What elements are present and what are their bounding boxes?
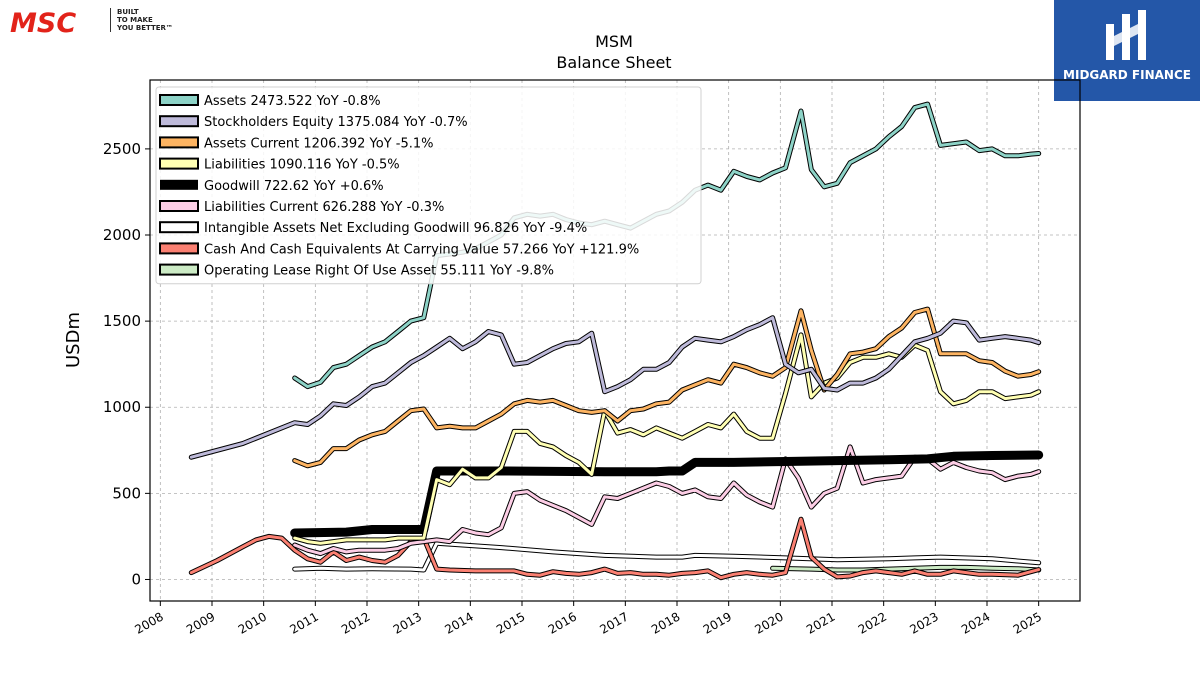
legend-entry: Assets Current 1206.392 YoY -5.1%	[159, 136, 434, 151]
legend-swatch	[159, 200, 199, 212]
legend-entry: Stockholders Equity 1375.084 YoY -0.7%	[159, 115, 468, 130]
x-tick-label: 2018	[649, 609, 682, 636]
x-tick-label: 2008	[132, 609, 165, 636]
legend-entry: Assets 2473.522 YoY -0.8%	[159, 94, 381, 109]
legend-entry: Intangible Assets Net Excluding Goodwill…	[159, 221, 587, 236]
legend-label: Operating Lease Right Of Use Asset 55.11…	[204, 264, 554, 279]
y-tick-label: 0	[131, 570, 141, 588]
chart-subtitle: Balance Sheet	[556, 53, 671, 72]
legend-entry: Cash And Cash Equivalents At Carrying Va…	[159, 242, 639, 257]
legend-swatch	[159, 263, 199, 276]
legend-label: Assets 2473.522 YoY -0.8%	[204, 94, 381, 109]
x-tick-label: 2011	[287, 609, 320, 636]
series-line-outline	[290, 450, 1044, 538]
legend-label: Goodwill 722.62 YoY +0.6%	[204, 179, 384, 194]
x-tick-label: 2025	[1011, 609, 1044, 636]
legend-swatch	[159, 136, 199, 149]
x-tick-label: 2017	[597, 609, 630, 636]
series-line-outline	[292, 306, 1042, 469]
partner-logo: MIDGARD FINANCE	[1054, 0, 1200, 101]
legend-swatch	[159, 242, 199, 255]
x-tick-label: 2021	[804, 609, 837, 636]
series-layer	[188, 101, 1044, 581]
series-line-fill	[189, 316, 1041, 459]
y-tick-label: 1500	[103, 312, 141, 330]
brand-tagline: BUILT TO MAKE YOU BETTER™	[110, 8, 207, 32]
x-tick-label: 2013	[391, 609, 424, 636]
x-axis: 2008 2009 2010 2011 2012 2013 2014 2015 2016 2017…	[132, 601, 1044, 637]
x-tick-label: 2024	[959, 609, 992, 636]
legend-entry: Operating Lease Right Of Use Asset 55.11…	[159, 263, 554, 279]
y-tick-label: 2000	[103, 226, 141, 244]
series-line	[292, 540, 1042, 573]
legend-label: Liabilities Current 626.288 YoY -0.3%	[204, 200, 444, 215]
plot-frame	[149, 79, 1081, 602]
legend-swatch	[159, 221, 199, 234]
legend-label: Assets Current 1206.392 YoY -5.1%	[204, 136, 434, 151]
legend-swatch	[160, 179, 198, 190]
x-tick-label: 2010	[236, 609, 269, 636]
series-line	[770, 564, 1042, 573]
legend-swatch	[159, 94, 199, 106]
legend-entry: Goodwill 722.62 YoY +0.6%	[160, 179, 384, 194]
x-tick-label: 2022	[856, 609, 889, 636]
x-tick-label: 2014	[442, 609, 475, 636]
x-tick-label: 2012	[339, 609, 372, 636]
legend: Assets 2473.522 YoY -0.8% Stockholders Eq…	[155, 86, 702, 285]
x-tick-label: 2020	[752, 609, 785, 636]
series-line	[292, 306, 1042, 469]
partner-name: MIDGARD FINANCE	[1063, 68, 1191, 82]
msc-logo: MSC	[8, 6, 208, 40]
y-tick-label: 1000	[103, 398, 141, 416]
series-line-fill	[293, 307, 1041, 468]
midgard-emblem-icon	[1106, 10, 1146, 60]
y-tick-label: 2500	[103, 140, 141, 158]
legend-swatch	[159, 157, 199, 170]
legend-box	[155, 86, 702, 285]
legend-entry: Liabilities 1090.116 YoY -0.5%	[159, 157, 400, 173]
series-line-fill	[293, 333, 1041, 545]
legend-label: Stockholders Equity 1375.084 YoY -0.7%	[204, 115, 468, 130]
x-tick-label: 2016	[546, 609, 579, 636]
series-line	[188, 516, 1042, 581]
series-line	[290, 450, 1044, 538]
series-line	[292, 332, 1042, 546]
y-axis: 0 500 1000 1500 2000 2500	[103, 140, 150, 588]
x-tick-label: 2015	[494, 609, 527, 636]
series-line-fill	[189, 517, 1041, 580]
legend-label: Cash And Cash Equivalents At Carrying Va…	[204, 242, 639, 257]
legend-label: Intangible Assets Net Excluding Goodwill…	[204, 221, 587, 236]
msc-wordmark: MSC	[10, 8, 76, 39]
series-line-fill	[293, 541, 1041, 572]
brand-name: MSC	[10, 8, 76, 39]
legend-entry: Liabilities Current 626.288 YoY -0.3%	[159, 200, 444, 215]
x-tick-label: 2009	[184, 609, 217, 636]
x-tick-label: 2019	[701, 609, 734, 636]
x-tick-label: 2023	[907, 609, 940, 636]
series-line-fill	[771, 565, 1041, 572]
legend-label: Liabilities 1090.116 YoY -0.5%	[204, 158, 400, 173]
legend-swatch	[159, 115, 199, 128]
y-axis-label: USDm	[63, 312, 84, 368]
y-tick-label: 500	[112, 484, 141, 502]
series-line	[188, 315, 1042, 460]
chart-title: MSM	[595, 32, 633, 51]
